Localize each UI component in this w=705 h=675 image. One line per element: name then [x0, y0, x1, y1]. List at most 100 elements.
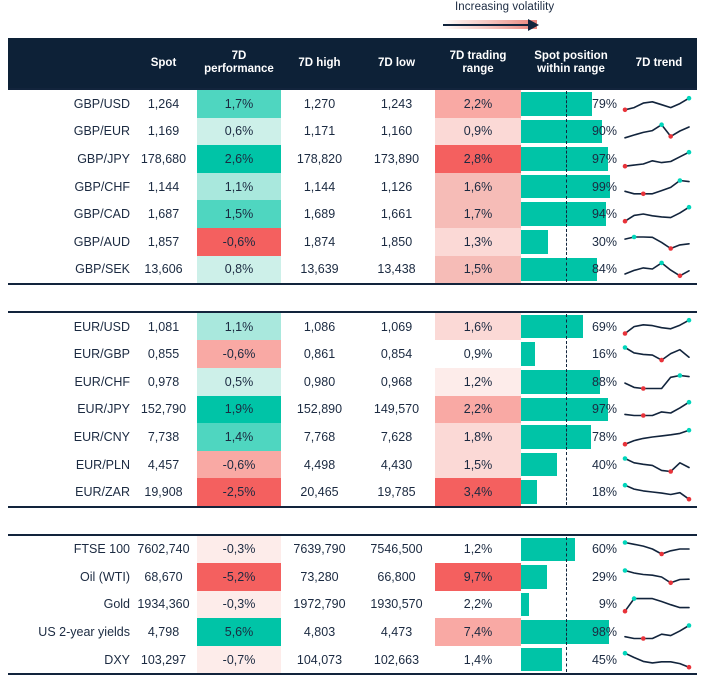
cell-spot: 4,798	[147, 625, 180, 640]
table-row[interactable]: GBP/EUR 1,169 0,6% 1,171 1,160 0,9% 90%	[8, 117, 697, 146]
column-header-7d-performance: 7D performance	[197, 38, 281, 89]
cell-spot-position: 18%	[521, 478, 621, 508]
table-row[interactable]: DXY 103,297 -0,7% 104,073 102,663 1,4% 45%	[8, 645, 697, 675]
section-divider	[8, 284, 697, 312]
cell-spot-position: 29%	[521, 563, 621, 591]
cell-7d-low: 1,661	[380, 207, 413, 222]
cell-spot: 1,144	[147, 179, 180, 194]
row-label-gold: Gold	[103, 597, 130, 612]
cell-7d-trading-range: 2,2%	[435, 590, 521, 619]
table-row[interactable]: GBP/AUD 1,857 -0,6% 1,874 1,850 1,3% 30%	[8, 227, 697, 256]
cell-7d-performance: -0,3%	[197, 533, 281, 564]
spot-position-bar	[521, 397, 609, 422]
spot-position-bar	[521, 174, 611, 199]
cell-7d-trading-range: 0,9%	[435, 340, 521, 368]
spot-position-value: 94%	[591, 207, 617, 222]
cell-spot: 4,457	[147, 457, 180, 472]
cell-spot-position: 94%	[521, 200, 621, 228]
cell-7d-low: 1,243	[358, 88, 435, 118]
fx-table: Spot 7D performance 7D high 7D low 7D tr…	[8, 38, 697, 675]
section-divider	[8, 507, 697, 535]
fx-dashboard: Increasing volatility Spot 7D performanc…	[8, 1, 697, 675]
cell-7d-high: 1,171	[303, 124, 336, 139]
sparkline-chart	[621, 146, 697, 172]
cell-7d-trading-range: 1,7%	[435, 200, 521, 228]
cell-spot-position: 88%	[521, 368, 621, 396]
cell-7d-trend	[621, 368, 697, 396]
spot-position-bar-track	[521, 91, 611, 117]
cell-spot: 1,264	[130, 88, 197, 118]
sparkline-chart	[621, 536, 697, 562]
cell-7d-high: 4,498	[303, 457, 336, 472]
cell-7d-trend	[621, 645, 697, 675]
table-row[interactable]: GBP/CAD 1,687 1,5% 1,689 1,661 1,7% 94%	[8, 200, 697, 228]
cell-7d-performance: 1,4%	[197, 423, 281, 451]
midpoint-dashed-line	[566, 228, 567, 255]
cell-7d-high: 7639,790	[281, 533, 358, 564]
sparkline-chart	[621, 452, 697, 478]
cell-spot: 7,738	[147, 429, 180, 444]
sparkline-chart	[621, 591, 697, 617]
table-row[interactable]: GBP/CHF 1,144 1,1% 1,144 1,126 1,6% 99%	[8, 172, 697, 201]
table-header: Spot 7D performance 7D high 7D low 7D tr…	[8, 38, 697, 89]
cell-spot: 13,606	[130, 255, 197, 286]
spot-position-value: 18%	[591, 485, 617, 500]
table-row[interactable]: GBP/USD 1,264 1,7% 1,270 1,243 2,2% 79%	[8, 88, 697, 118]
table-row[interactable]: FTSE 100 7602,740 -0,3% 7639,790 7546,500 1,2…	[8, 533, 697, 564]
cell-7d-trend	[621, 618, 697, 646]
spot-position-value: 78%	[591, 429, 617, 444]
midpoint-dashed-line	[566, 173, 567, 200]
spot-position-bar	[521, 537, 575, 562]
sparkline-chart	[621, 201, 697, 227]
cell-7d-trading-range: 2,2%	[435, 88, 521, 118]
cell-spot-position: 79%	[521, 88, 621, 118]
cell-7d-high: 1,086	[281, 310, 358, 341]
table-row[interactable]: Oil (WTI) 68,670 -5,2% 73,280 66,800 9,7% 29%	[8, 563, 697, 591]
row-label-us-2-year-yields: US 2-year yields	[38, 625, 130, 640]
table-row[interactable]: EUR/PLN 4,457 -0,6% 4,498 4,430 1,5% 40%	[8, 450, 697, 479]
sparkline-chart	[621, 396, 697, 422]
table-row[interactable]: EUR/CHF 0,978 0,5% 0,980 0,968 1,2% 88%	[8, 367, 697, 396]
row-label-oil-wti: Oil (WTI)	[80, 569, 130, 584]
spot-position-value: 30%	[591, 234, 617, 249]
column-header-7d-low: 7D low	[358, 38, 435, 89]
table-row[interactable]: EUR/GBP 0,855 -0,6% 0,861 0,854 0,9% 16%	[8, 340, 697, 368]
cell-7d-low: 1930,570	[370, 597, 423, 612]
cell-spot: 152,790	[140, 402, 187, 417]
spot-position-value: 60%	[591, 542, 617, 557]
cell-7d-low: 66,800	[377, 569, 416, 584]
spot-position-bar	[521, 314, 584, 339]
cell-7d-trend	[621, 451, 697, 479]
spot-position-bar-track	[521, 396, 611, 423]
cell-spot: 1,169	[147, 124, 180, 139]
cell-spot: 68,670	[144, 569, 183, 584]
cell-7d-trend	[621, 591, 697, 619]
cell-7d-high: 73,280	[300, 569, 339, 584]
cell-7d-trend	[621, 533, 697, 564]
table-row[interactable]: EUR/JPY 152,790 1,9% 152,890 149,570 2,2% 97%	[8, 395, 697, 424]
table-row[interactable]: EUR/ZAR 19,908 -2,5% 20,465 19,785 3,4% 18%	[8, 478, 697, 508]
row-label-eur-pln: EUR/PLN	[75, 457, 130, 472]
cell-7d-high: 104,073	[281, 645, 358, 675]
spot-position-bar	[521, 425, 592, 449]
cell-7d-trading-range: 7,4%	[435, 618, 521, 646]
cell-7d-low: 149,570	[373, 402, 420, 417]
column-header-7d-trading-range: 7D trading range	[435, 38, 521, 89]
table-row[interactable]: EUR/USD 1,081 1,1% 1,086 1,069 1,6% 69%	[8, 310, 697, 341]
midpoint-dashed-line	[566, 146, 567, 172]
table-row[interactable]: Gold 1934,360 -0,3% 1972,790 1930,570 2,2% 9%	[8, 590, 697, 619]
table-row[interactable]: US 2-year yields 4,798 5,6% 4,803 4,473 7,4% 9…	[8, 618, 697, 646]
cell-7d-high: 7,768	[303, 429, 336, 444]
table-row[interactable]: GBP/JPY 178,680 2,6% 178,820 173,890 2,8% 97%	[8, 145, 697, 173]
sparkline-chart	[621, 91, 697, 117]
cell-7d-trend	[621, 396, 697, 424]
spot-position-value: 97%	[591, 402, 617, 417]
spot-position-bar-track	[521, 146, 611, 172]
row-label-gbp-aud: GBP/AUD	[73, 234, 130, 249]
column-header-spot-position: Spot position within range	[521, 38, 621, 89]
spot-position-bar-track	[521, 536, 611, 563]
spot-position-bar-track	[521, 591, 611, 618]
cell-7d-performance: -0,3%	[197, 590, 281, 619]
table-row[interactable]: GBP/SEK 13,606 0,8% 13,639 13,438 1,5% 84%	[8, 255, 697, 286]
table-row[interactable]: EUR/CNY 7,738 1,4% 7,768 7,628 1,8% 78%	[8, 423, 697, 451]
